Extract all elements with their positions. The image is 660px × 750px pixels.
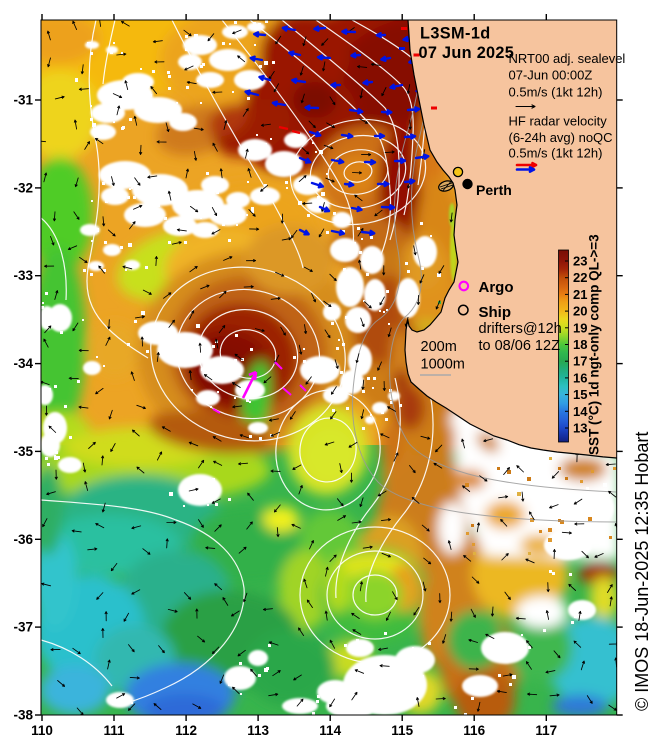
svg-text:20: 20 <box>573 304 587 319</box>
svg-text:0.5m/s (1kt 12h): 0.5m/s (1kt 12h) <box>509 85 603 100</box>
svg-text:-32: -32 <box>13 180 33 195</box>
svg-text:-31: -31 <box>13 93 33 108</box>
svg-text:117: 117 <box>535 723 557 738</box>
svg-text:Argo: Argo <box>479 279 514 296</box>
svg-text:113: 113 <box>247 723 269 738</box>
svg-text:15: 15 <box>573 387 587 402</box>
svg-text:HF radar velocity: HF radar velocity <box>509 114 608 129</box>
svg-text:0.5m/s (1kt 12h): 0.5m/s (1kt 12h) <box>509 146 603 161</box>
svg-text:22: 22 <box>573 270 587 285</box>
svg-text:18: 18 <box>573 337 587 352</box>
svg-text:110: 110 <box>31 723 53 738</box>
svg-text:SST (°C) 1d ngt-only comp QL->: SST (°C) 1d ngt-only comp QL->=3 <box>587 234 602 455</box>
svg-text:23: 23 <box>573 254 587 269</box>
svg-text:115: 115 <box>391 723 413 738</box>
svg-text:13: 13 <box>573 421 587 436</box>
svg-text:112: 112 <box>175 723 197 738</box>
svg-text:114: 114 <box>319 723 341 738</box>
svg-text:-35: -35 <box>13 444 33 459</box>
svg-text:17: 17 <box>573 354 587 369</box>
svg-text:NRT00 adj. sealevel: NRT00 adj. sealevel <box>509 51 626 66</box>
svg-text:(6-24h avg) noQC: (6-24h avg) noQC <box>509 130 613 145</box>
svg-text:07-Jun 00:00Z: 07-Jun 00:00Z <box>509 68 593 83</box>
svg-text:116: 116 <box>463 723 485 738</box>
svg-text:111: 111 <box>103 723 125 738</box>
svg-text:© IMOS 18-Jun-2025 12:35 Hobar: © IMOS 18-Jun-2025 12:35 Hobart <box>632 432 652 711</box>
svg-text:21: 21 <box>573 287 587 302</box>
svg-text:-38: -38 <box>13 708 33 723</box>
svg-text:200m: 200m <box>421 339 457 355</box>
svg-text:-34: -34 <box>13 356 33 371</box>
svg-text:Ship: Ship <box>479 304 512 321</box>
svg-text:16: 16 <box>573 370 587 385</box>
svg-text:L3SM-1d: L3SM-1d <box>420 25 491 43</box>
svg-text:Perth: Perth <box>476 182 512 198</box>
svg-text:19: 19 <box>573 320 587 335</box>
svg-text:-37: -37 <box>13 620 33 635</box>
svg-text:-36: -36 <box>13 532 33 547</box>
svg-text:to 08/06 12Z: to 08/06 12Z <box>479 338 561 354</box>
svg-text:1000m: 1000m <box>421 357 465 373</box>
svg-text:07 Jun 2025: 07 Jun 2025 <box>419 44 515 62</box>
svg-text:14: 14 <box>573 404 588 419</box>
svg-text:-33: -33 <box>13 268 33 283</box>
svg-text:drifters@12h: drifters@12h <box>479 321 562 337</box>
